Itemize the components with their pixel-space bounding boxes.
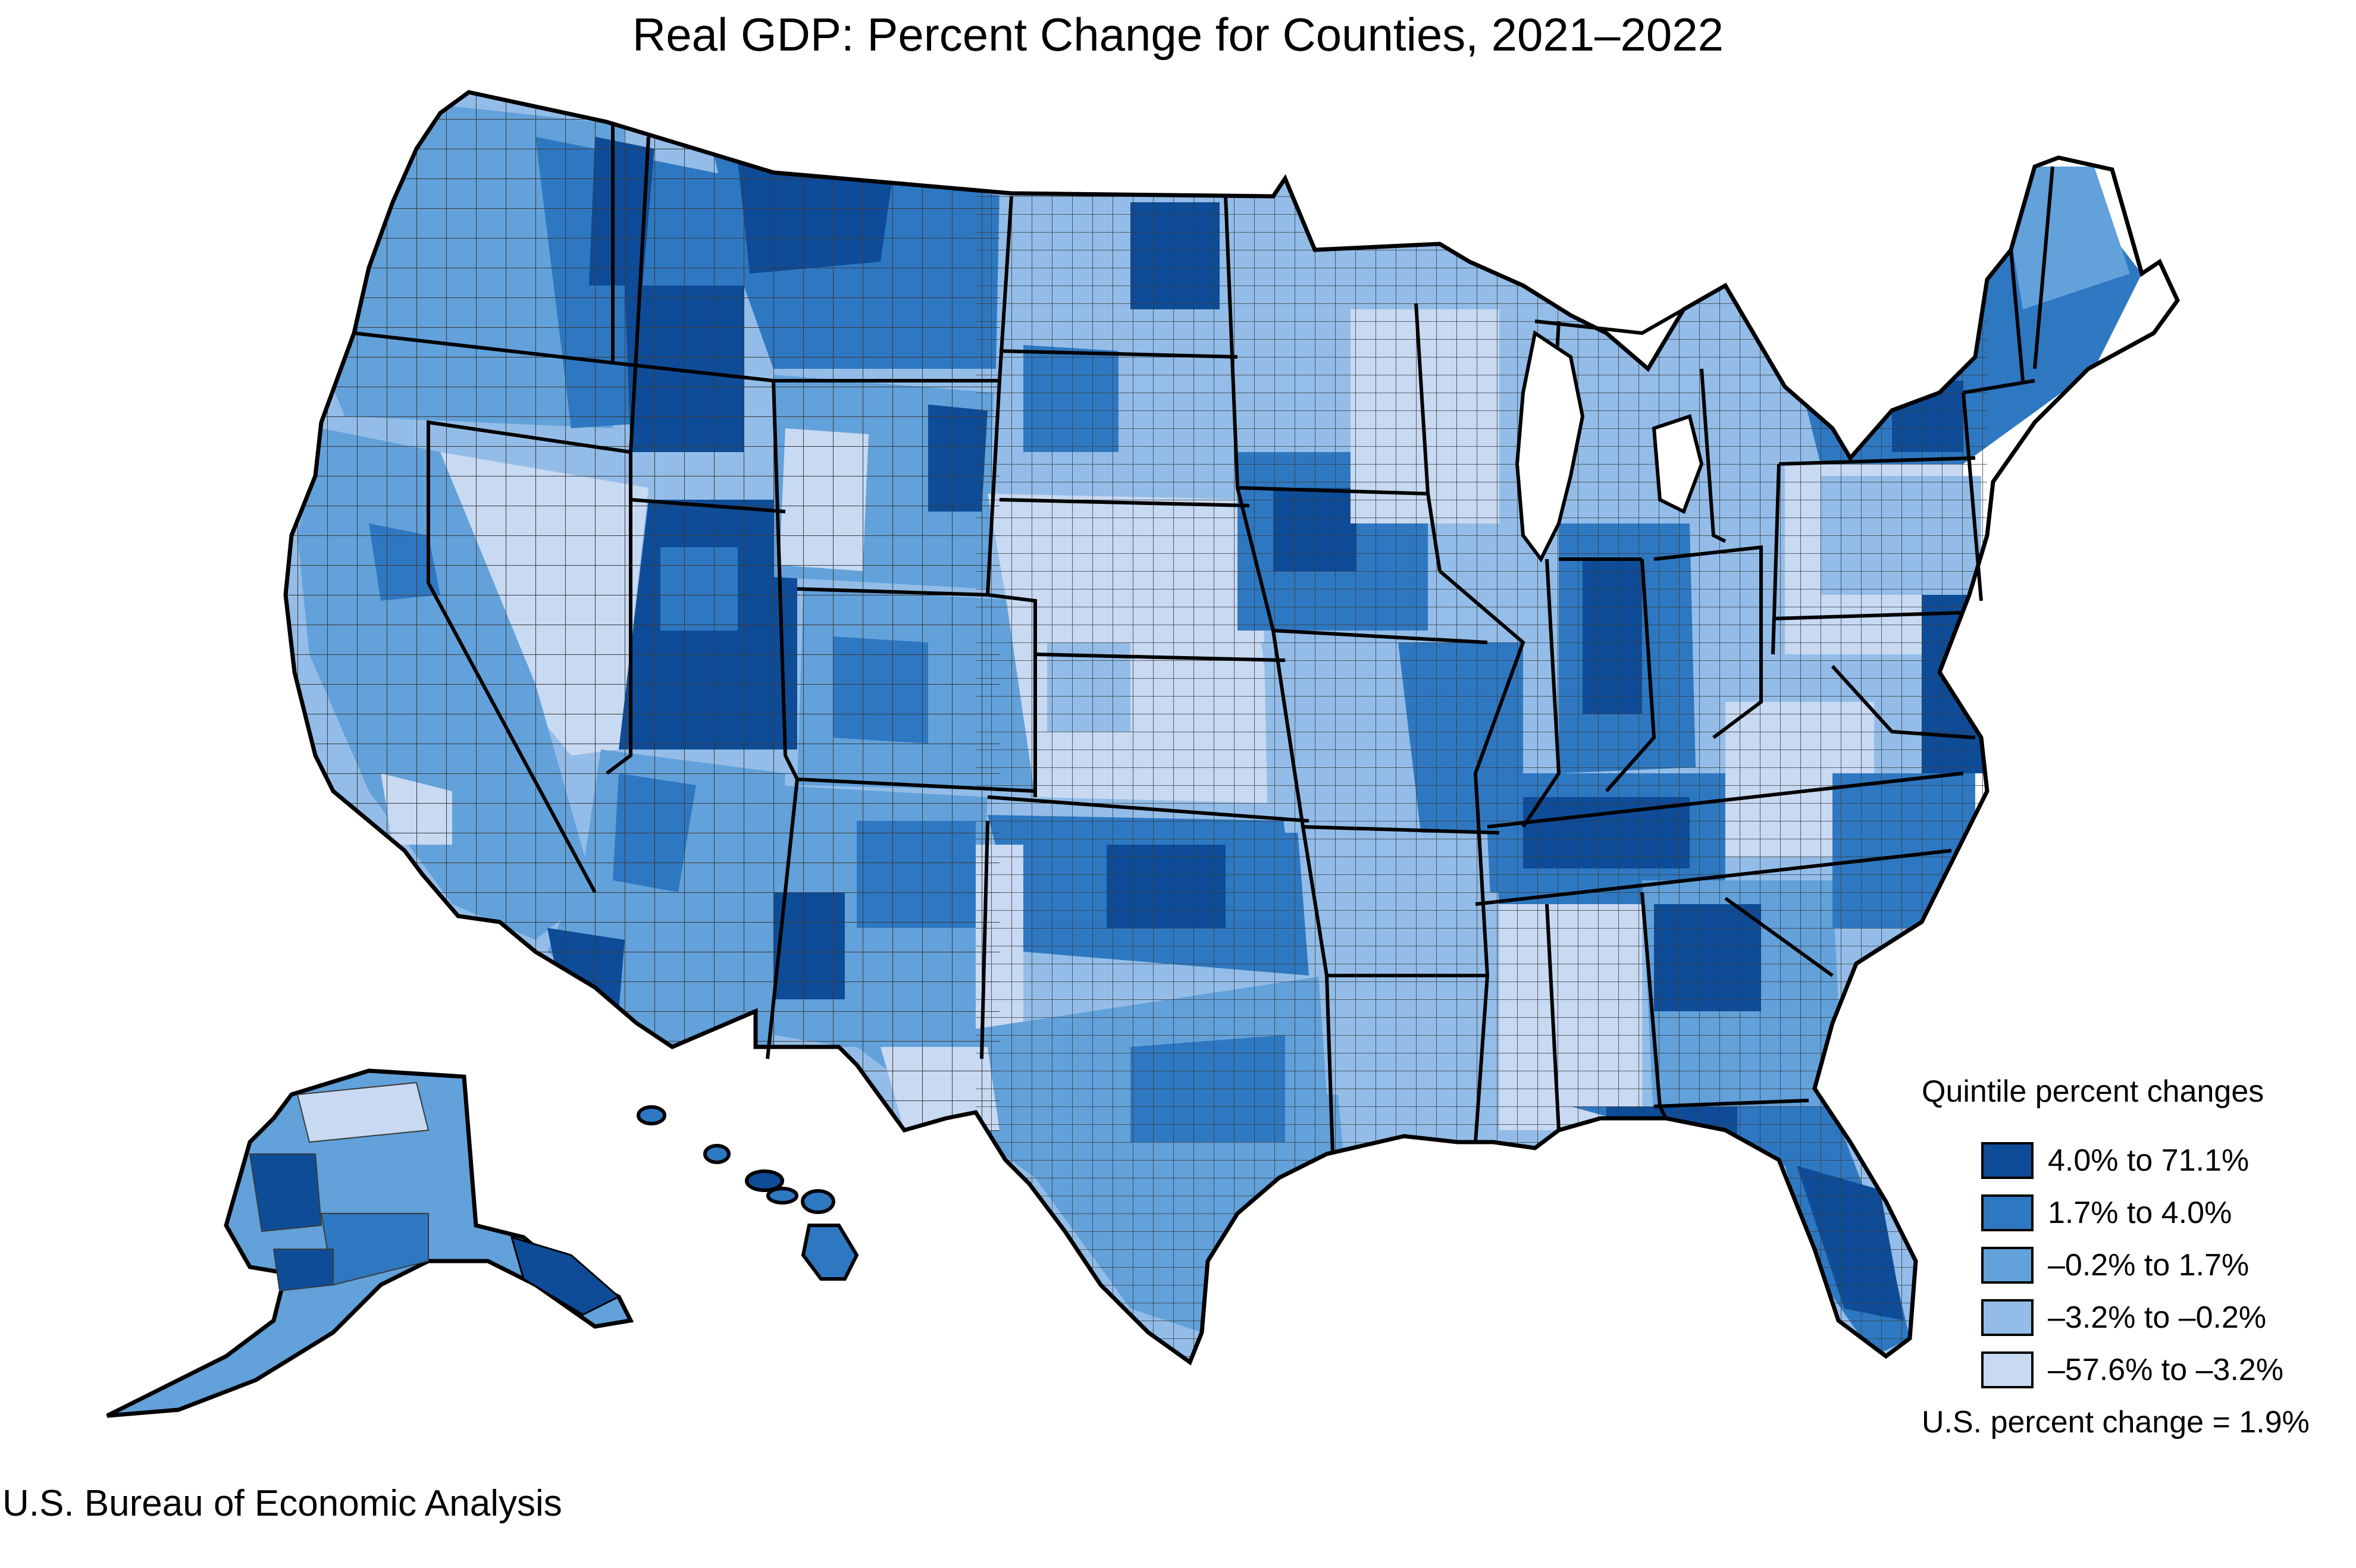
legend: Quintile percent changes 4.0% to 71.1% 1…	[1922, 1071, 2350, 1451]
state-boundaries	[353, 122, 2054, 1155]
legend-item-q4: 1.7% to 4.0%	[1981, 1192, 2338, 1235]
legend-label-q4: 1.7% to 4.0%	[2048, 1196, 2232, 1230]
legend-swatch-q3	[1981, 1247, 2034, 1284]
legend-item-q1: –57.6% to –3.2%	[1981, 1349, 2338, 1392]
alaska	[106, 1068, 634, 1418]
hawaii	[637, 1105, 859, 1281]
legend-swatch-q2	[1981, 1299, 2034, 1336]
legend-item-q3: –0.2% to 1.7%	[1981, 1244, 2338, 1287]
map-title: Real GDP: Percent Change for Counties, 2…	[632, 8, 1724, 61]
lower48-outline	[283, 90, 2180, 1366]
lake-michigan	[1515, 330, 1585, 563]
legend-swatch-q1	[1981, 1351, 2034, 1388]
legend-title: Quintile percent changes	[1922, 1074, 2264, 1109]
legend-item-q2: –3.2% to –0.2%	[1981, 1297, 2338, 1340]
legend-item-q5: 4.0% to 71.1%	[1981, 1140, 2338, 1183]
legend-label-q2: –3.2% to –0.2%	[2048, 1300, 2267, 1335]
legend-label-q1: –57.6% to –3.2%	[2048, 1353, 2284, 1387]
legend-label-q3: –0.2% to 1.7%	[2048, 1248, 2250, 1282]
us-percent-change-note: U.S. percent change = 1.9%	[1922, 1405, 2310, 1440]
lake-huron	[1652, 414, 1704, 515]
source-credit: U.S. Bureau of Economic Analysis	[2, 1483, 562, 1524]
legend-swatch-q4	[1981, 1194, 2034, 1231]
county-boundaries	[286, 92, 1987, 1362]
legend-swatch-q5	[1981, 1142, 2034, 1179]
legend-label-q5: 4.0% to 71.1%	[2048, 1143, 2250, 1178]
